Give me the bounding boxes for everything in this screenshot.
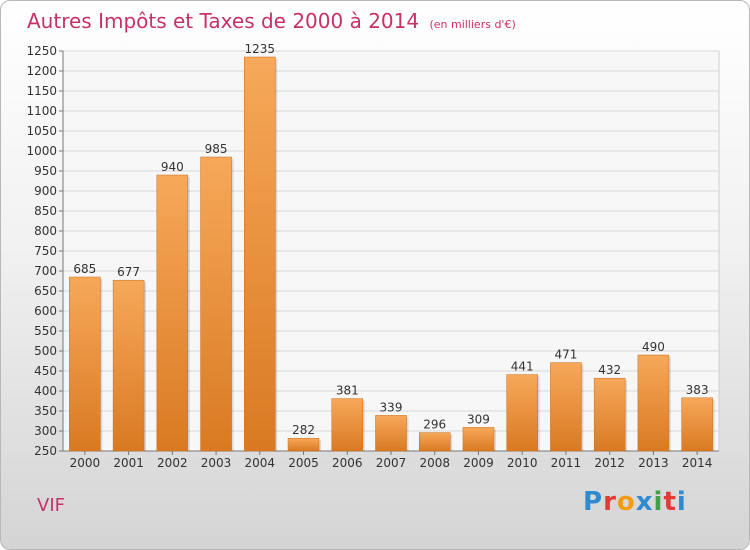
logo-letter: i bbox=[676, 487, 687, 517]
y-tick-label: 800 bbox=[34, 224, 57, 238]
bar bbox=[418, 432, 451, 452]
y-tick-label: 400 bbox=[34, 384, 57, 398]
logo-letter: o bbox=[616, 487, 636, 517]
bar bbox=[156, 174, 189, 452]
data-label: 471 bbox=[554, 348, 577, 362]
y-tick-label: 650 bbox=[34, 284, 57, 298]
bar bbox=[244, 56, 276, 452]
data-label: 339 bbox=[380, 400, 403, 414]
x-tick-label: 2012 bbox=[594, 456, 625, 470]
y-tick-label: 1200 bbox=[26, 64, 57, 78]
bar bbox=[287, 437, 320, 452]
chart-subtitle: (en milliers d'€) bbox=[429, 18, 516, 31]
bar bbox=[331, 398, 364, 452]
data-label: 441 bbox=[511, 360, 534, 374]
bar bbox=[637, 354, 670, 452]
bar bbox=[550, 362, 582, 452]
y-tick-label: 600 bbox=[34, 304, 57, 318]
data-label: 940 bbox=[161, 160, 184, 174]
data-label: 296 bbox=[423, 418, 446, 432]
x-tick-label: 2004 bbox=[245, 456, 276, 470]
bar bbox=[375, 415, 407, 452]
y-tick-label: 850 bbox=[34, 204, 57, 218]
data-label: 282 bbox=[292, 423, 315, 437]
place-name: VIF bbox=[37, 495, 65, 516]
bar bbox=[681, 397, 713, 452]
y-tick-label: 1250 bbox=[26, 44, 57, 58]
bar bbox=[69, 276, 101, 452]
bar bbox=[506, 374, 538, 452]
logo-letter: x bbox=[635, 487, 654, 517]
y-tick-label: 550 bbox=[34, 324, 57, 338]
y-tick-label: 700 bbox=[34, 264, 57, 278]
data-label: 432 bbox=[598, 363, 621, 377]
y-tick-label: 900 bbox=[34, 184, 57, 198]
y-tick-label: 1000 bbox=[26, 144, 57, 158]
x-tick-label: 2006 bbox=[332, 456, 363, 470]
logo-letter: t bbox=[663, 487, 677, 517]
data-label: 677 bbox=[117, 265, 140, 279]
x-tick-label: 2011 bbox=[551, 456, 582, 470]
data-label: 685 bbox=[73, 262, 96, 276]
y-tick-label: 1150 bbox=[26, 84, 57, 98]
data-label: 383 bbox=[686, 383, 709, 397]
y-tick-label: 250 bbox=[34, 444, 57, 458]
x-tick-label: 2003 bbox=[201, 456, 232, 470]
y-tick-label: 750 bbox=[34, 244, 57, 258]
y-tick-label: 500 bbox=[34, 344, 57, 358]
x-tick-label: 2002 bbox=[157, 456, 188, 470]
x-tick-label: 2005 bbox=[288, 456, 319, 470]
data-label: 1235 bbox=[245, 42, 276, 56]
x-tick-label: 2009 bbox=[463, 456, 494, 470]
x-tick-label: 2010 bbox=[507, 456, 538, 470]
y-tick-label: 1100 bbox=[26, 104, 57, 118]
chart-title: Autres Impôts et Taxes de 2000 à 2014 (e… bbox=[27, 9, 516, 33]
bar bbox=[200, 156, 232, 452]
logo-letter: P bbox=[583, 487, 604, 517]
bar bbox=[462, 427, 495, 452]
data-label: 985 bbox=[205, 142, 228, 156]
x-tick-label: 2013 bbox=[638, 456, 669, 470]
proxiti-logo: Proxiti bbox=[583, 487, 687, 517]
data-label: 490 bbox=[642, 340, 665, 354]
y-tick-label: 300 bbox=[34, 424, 57, 438]
x-tick-label: 2000 bbox=[70, 456, 101, 470]
y-tick-label: 950 bbox=[34, 164, 57, 178]
data-label: 309 bbox=[467, 412, 490, 426]
y-tick-label: 1050 bbox=[26, 124, 57, 138]
bar bbox=[112, 279, 145, 452]
x-tick-label: 2001 bbox=[113, 456, 144, 470]
x-tick-label: 2014 bbox=[682, 456, 713, 470]
logo-letter: i bbox=[653, 487, 664, 517]
logo-letter: r bbox=[603, 487, 617, 517]
data-label: 381 bbox=[336, 384, 359, 398]
x-tick-label: 2008 bbox=[419, 456, 450, 470]
y-tick-label: 450 bbox=[34, 364, 57, 378]
x-tick-label: 2007 bbox=[376, 456, 407, 470]
y-tick-label: 350 bbox=[34, 404, 57, 418]
bar bbox=[593, 377, 626, 452]
chart-title-text: Autres Impôts et Taxes de 2000 à 2014 bbox=[27, 9, 420, 33]
